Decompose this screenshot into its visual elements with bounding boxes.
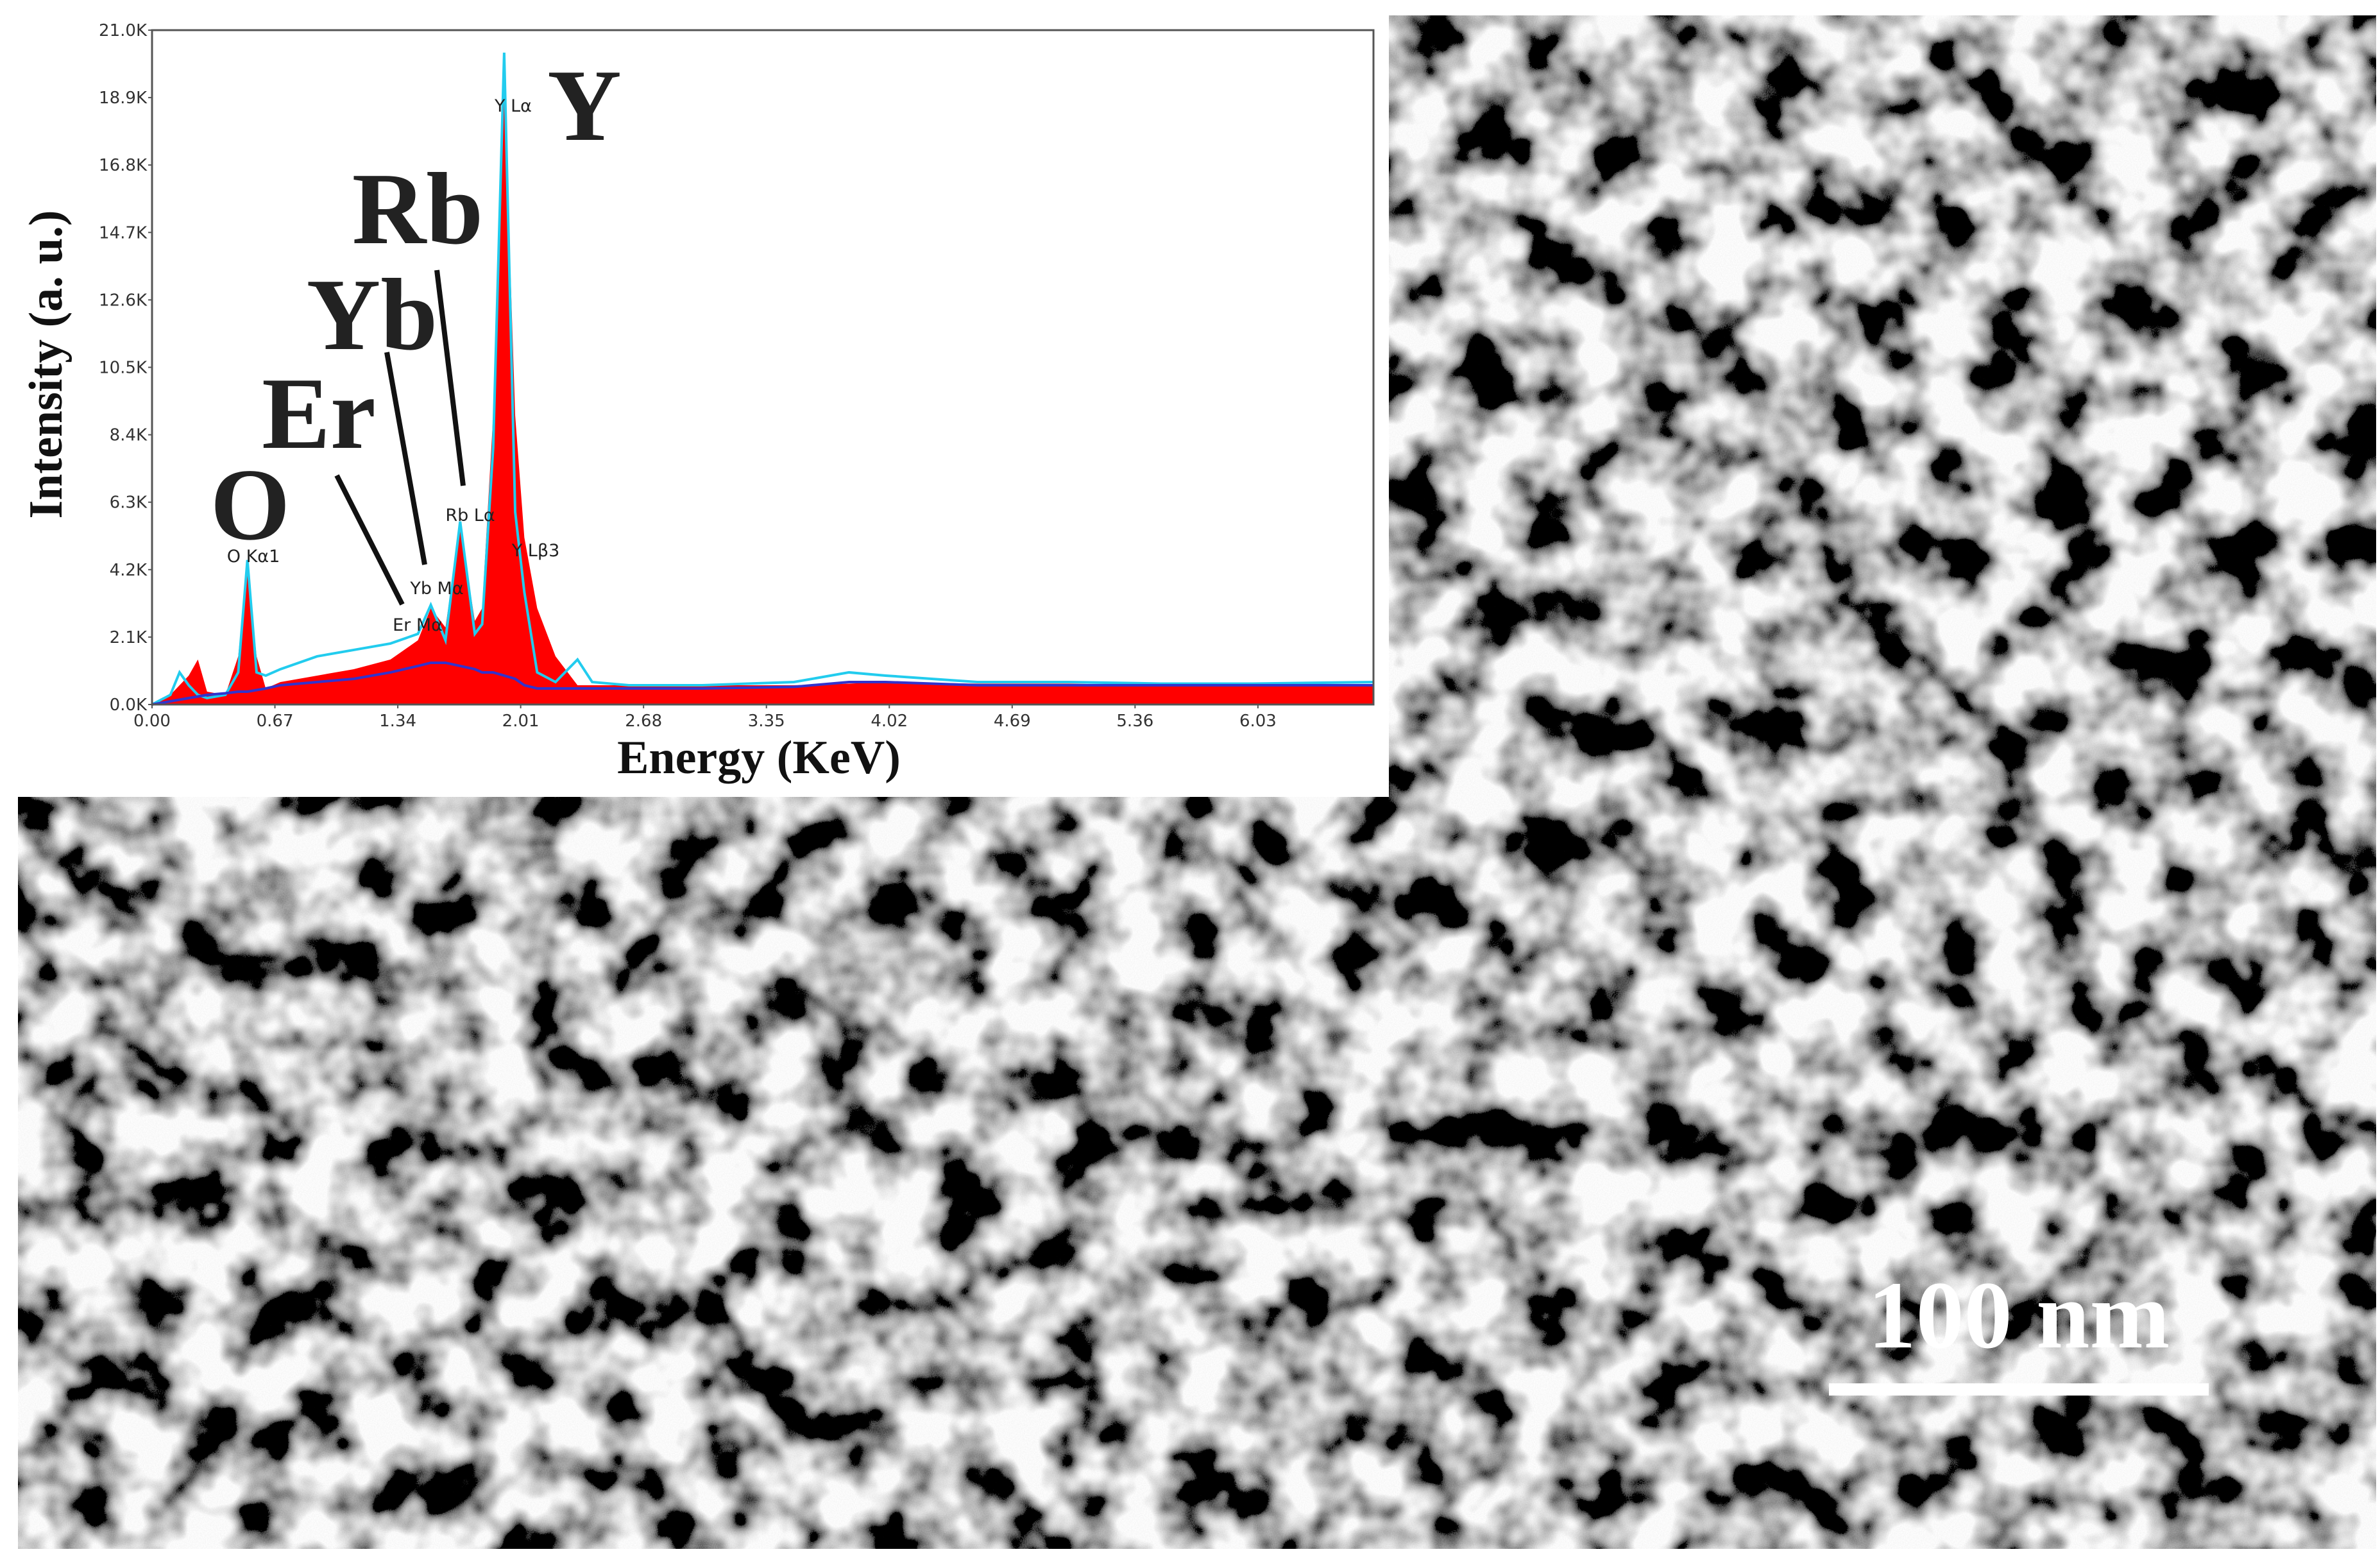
element-label: O: [210, 447, 290, 561]
y-tick-label: 4.2K: [110, 561, 148, 580]
y-axis-title: Intensity (a. u.): [20, 210, 72, 518]
peak-label: Rb Lα: [445, 506, 495, 525]
peak-label: Yb Mα: [409, 579, 463, 599]
y-tick-label: 16.8K: [99, 156, 148, 175]
x-tick-label: 2.68: [625, 712, 662, 731]
peak-label: Y Lβ3: [511, 541, 560, 561]
x-tick-label: 1.34: [379, 712, 416, 731]
pointer-line: [334, 474, 405, 606]
y-tick-label: 2.1K: [110, 628, 148, 647]
inset-panel: [0, 0, 1389, 797]
plot: [151, 52, 1374, 706]
spectrum-line: [151, 52, 1374, 706]
element-label: Er: [262, 356, 376, 470]
spectrum-line: [151, 661, 1373, 706]
y-tick-label: 6.3K: [110, 493, 148, 513]
y-tick-label: 18.9K: [99, 89, 148, 108]
peak-label: Y Lα: [494, 96, 532, 116]
pointer-line: [434, 269, 466, 486]
x-axis-title: Energy (KeV): [617, 731, 901, 784]
element-label: Yb: [307, 257, 438, 372]
x-tick-label: 0.00: [133, 712, 171, 731]
x-tick-label: 4.69: [994, 712, 1031, 731]
y-tick-label: 0.0K: [110, 696, 148, 715]
x-tick-label: 6.03: [1239, 712, 1277, 731]
x-tick-label: 5.36: [1116, 712, 1153, 731]
pointer-line: [384, 352, 427, 565]
y-tick-label: 12.6K: [99, 291, 148, 310]
scale-bar-label: 100 nm: [1868, 1262, 2170, 1369]
x-tick-label: 0.67: [257, 712, 294, 731]
x-tick-label: 4.02: [871, 712, 908, 731]
peak-label: O Kα1: [227, 547, 280, 567]
x-tick-label: 2.01: [502, 712, 540, 731]
y-tick-label: 14.7K: [99, 223, 148, 243]
element-label: Rb: [352, 151, 484, 266]
scale-bar: [1829, 1383, 2209, 1396]
element-label: Y: [547, 48, 622, 162]
y-tick-label: 10.5K: [99, 359, 148, 378]
y-tick-label: 21.0K: [99, 21, 148, 40]
x-tick-label: 3.35: [748, 712, 785, 731]
y-tick-label: 8.4K: [110, 426, 148, 445]
peak-label: Er Mα: [393, 615, 443, 635]
